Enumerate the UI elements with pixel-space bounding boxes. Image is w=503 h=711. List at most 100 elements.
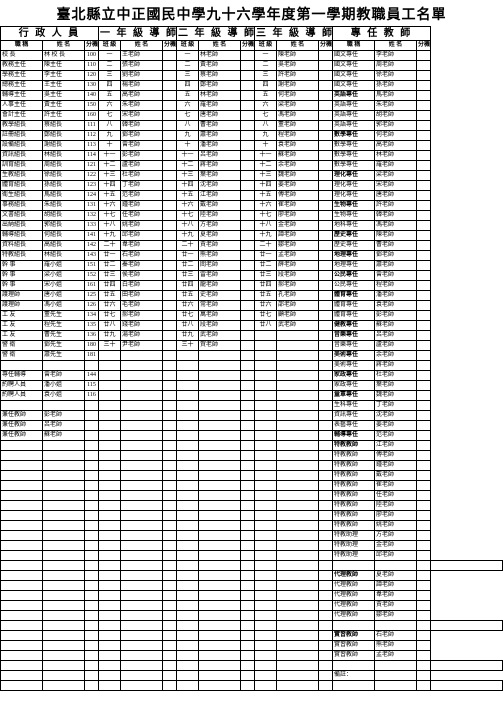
table-row	[1, 681, 503, 691]
table-row: 幹 事梁小姐152廿三侯老師廿三雷老師廿三段老師公民專任曾老師	[1, 271, 503, 281]
table-cell	[277, 331, 319, 341]
table-cell	[177, 641, 199, 651]
table-cell: 林組長	[43, 251, 85, 261]
table-cell	[121, 621, 163, 631]
table-cell	[177, 651, 199, 661]
table-cell: 鄒老師	[375, 611, 417, 621]
table-cell: 廿一	[255, 251, 277, 261]
table-cell: 訓育組長	[1, 161, 43, 171]
table-row: 特教教師姚老師	[1, 521, 503, 531]
table-cell	[255, 641, 277, 651]
col-h: 分機	[319, 41, 333, 51]
table-cell: 113	[85, 141, 99, 151]
col-h: 分機	[417, 41, 431, 51]
table-cell	[417, 401, 431, 411]
table-cell: 廿五	[177, 291, 199, 301]
table-cell	[417, 51, 431, 61]
table-cell	[417, 271, 431, 281]
table-cell	[241, 221, 255, 231]
table-cell	[241, 451, 255, 461]
table-cell	[99, 481, 121, 491]
table-cell	[199, 511, 241, 521]
table-cell: 劉老師	[121, 71, 163, 81]
table-cell: 高老師	[121, 91, 163, 101]
table-cell	[319, 281, 333, 291]
table-cell	[319, 661, 333, 671]
table-cell: 理化專任	[333, 181, 375, 191]
table-cell	[121, 661, 163, 671]
table-cell	[241, 651, 255, 661]
table-cell: 十一	[99, 151, 121, 161]
table-cell	[1, 401, 43, 411]
table-cell	[163, 341, 177, 351]
table-cell	[1, 681, 43, 691]
table-cell	[199, 381, 241, 391]
table-cell: 黃主任	[43, 101, 85, 111]
table-cell	[255, 511, 277, 521]
table-cell: 韋老師	[375, 591, 417, 601]
table-cell	[277, 351, 319, 361]
table-cell	[99, 471, 121, 481]
table-cell: 141	[85, 231, 99, 241]
table-cell	[99, 351, 121, 361]
table-cell: 美術專任	[333, 351, 375, 361]
table-cell: 健教專任	[333, 321, 375, 331]
table-cell: 鄭組長	[43, 131, 85, 141]
table-cell	[319, 271, 333, 281]
table-cell	[121, 681, 163, 691]
table-cell	[199, 551, 241, 561]
table-cell	[417, 161, 431, 171]
table-cell: 公民專任	[333, 281, 375, 291]
table-cell: 111	[85, 121, 99, 131]
table-cell	[163, 501, 177, 511]
table-cell: 朱老師	[121, 101, 163, 111]
table-cell: 七	[255, 111, 277, 121]
table-cell	[43, 641, 85, 651]
table-cell: 胡老師	[375, 111, 417, 121]
table-cell: 鄭老師	[199, 81, 241, 91]
table-cell: 總務主任	[1, 81, 43, 91]
table-cell: 護理師	[1, 301, 43, 311]
table-cell: 廿三	[99, 271, 121, 281]
table-cell: 戴老師	[199, 201, 241, 211]
table-cell	[417, 681, 431, 691]
table-cell	[417, 371, 431, 381]
table-cell	[163, 321, 177, 331]
table-cell	[255, 551, 277, 561]
table-cell: 何老師	[375, 131, 417, 141]
table-cell	[177, 421, 199, 431]
table-cell	[241, 571, 255, 581]
table-cell	[319, 171, 333, 181]
table-cell: 廿八	[99, 321, 121, 331]
table-cell	[163, 571, 177, 581]
table-cell: 陳老師	[375, 231, 417, 241]
table-cell	[85, 661, 99, 671]
table-cell	[177, 431, 199, 441]
table-cell: 錢老師	[121, 321, 163, 331]
table-cell	[241, 631, 255, 641]
table-cell: 116	[85, 391, 99, 401]
table-cell	[241, 581, 255, 591]
table-cell: 袁小姐	[43, 391, 85, 401]
table-cell: 十	[177, 141, 199, 151]
table-cell	[177, 621, 199, 631]
table-cell: 廿四	[99, 281, 121, 291]
table-row: 教學組長蔡組長111八韓老師八曹老師八董老師英語專任郭老師	[1, 121, 503, 131]
table-cell	[99, 641, 121, 651]
table-cell: 林老師	[375, 151, 417, 161]
table-cell	[163, 131, 177, 141]
table-cell: 二十	[99, 241, 121, 251]
table-cell	[319, 381, 333, 391]
table-cell: 三	[255, 71, 277, 81]
table-cell: 註冊組長	[1, 131, 43, 141]
table-cell	[319, 491, 333, 501]
table-cell: 譚老師	[375, 581, 417, 591]
table-cell	[417, 231, 431, 241]
table-cell	[241, 471, 255, 481]
table-cell: 陳主任	[43, 61, 85, 71]
table-cell	[199, 481, 241, 491]
table-cell	[319, 671, 333, 681]
table-cell: 125	[85, 291, 99, 301]
table-cell	[417, 111, 431, 121]
table-cell	[255, 521, 277, 531]
